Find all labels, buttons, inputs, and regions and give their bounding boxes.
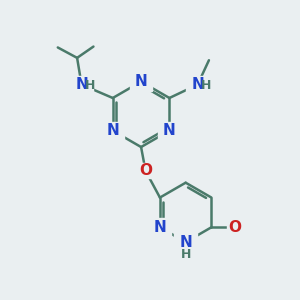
Bar [101, 122, 124, 140]
Bar [174, 233, 197, 251]
Text: N: N [106, 123, 119, 138]
Text: N: N [135, 74, 148, 89]
Bar [186, 76, 209, 94]
Bar [130, 73, 152, 91]
Bar [138, 164, 153, 178]
Text: N: N [154, 220, 166, 235]
Bar [227, 220, 242, 235]
Text: O: O [228, 220, 241, 235]
Text: N: N [163, 123, 176, 138]
Bar [158, 122, 181, 140]
Text: N: N [75, 77, 88, 92]
Text: N: N [191, 77, 204, 92]
Bar [70, 76, 93, 94]
Bar [148, 218, 171, 236]
Text: N: N [179, 235, 192, 250]
Text: H: H [181, 248, 191, 260]
Text: H: H [85, 79, 96, 92]
Text: O: O [139, 163, 152, 178]
Text: H: H [201, 79, 212, 92]
